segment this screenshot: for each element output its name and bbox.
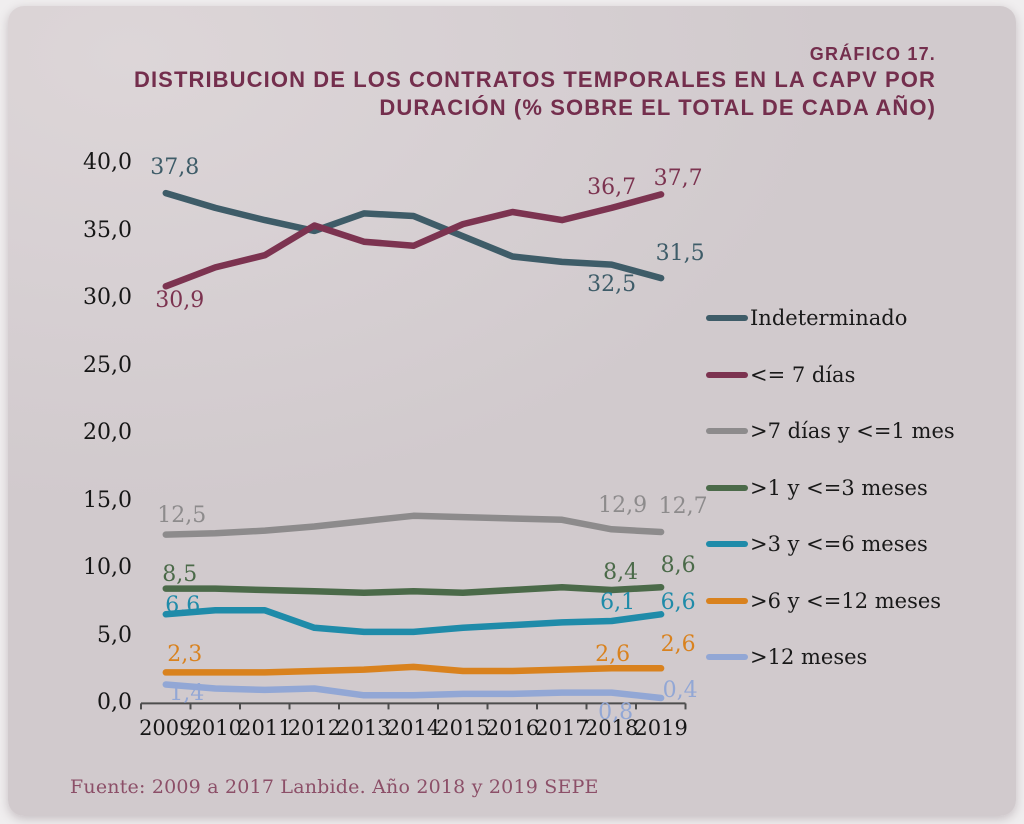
legend-item: <= 7 días: [706, 362, 856, 387]
chart-number-heading: GRÁFICO 17.: [809, 44, 936, 64]
legend-item: >12 meses: [706, 645, 868, 669]
y-axis-label: 0,0: [97, 690, 132, 716]
x-axis-label: 2011: [238, 716, 292, 740]
y-axis-label: 25,0: [83, 352, 132, 378]
y-axis-label: 30,0: [83, 285, 132, 311]
legend-line-swatch: [706, 371, 748, 378]
data-label: 8,5: [162, 561, 198, 587]
x-axis-label: 2013: [337, 716, 391, 740]
data-label: 0,8: [598, 699, 634, 725]
legend-line-swatch: [706, 654, 748, 660]
y-axis-label: 40,0: [83, 150, 132, 176]
data-label: 6,6: [165, 593, 201, 619]
data-label: 2,3: [167, 642, 203, 668]
data-label: 12,9: [598, 493, 648, 519]
legend-line-swatch: [706, 541, 748, 547]
x-axis-label: 2009: [139, 716, 193, 740]
legend-item: >6 y <=12 meses: [706, 588, 942, 613]
line-6-12meses: [162, 663, 665, 676]
data-label: 37,8: [150, 155, 200, 181]
y-axis-label: 10,0: [83, 555, 132, 581]
data-label: 6,6: [660, 590, 696, 616]
x-axis-label: 2019: [634, 716, 688, 740]
x-axis-label: 2017: [535, 716, 589, 740]
data-label: 2,6: [660, 632, 696, 658]
x-axis-label: 2012: [287, 716, 342, 740]
data-label: 8,6: [660, 553, 696, 579]
data-label: 30,9: [155, 288, 205, 314]
legend-label: >12 meses: [750, 645, 868, 669]
data-label: 36,7: [587, 174, 637, 200]
x-axis-label: 2018: [584, 716, 639, 740]
data-label: 6,1: [600, 590, 636, 615]
legend-label: >3 y <=6 meses: [750, 532, 928, 556]
x-axis-label: 2010: [188, 716, 243, 740]
source-note: Fuente: 2009 a 2017 Lanbide. Año 2018 y …: [70, 776, 599, 798]
data-label: 8,4: [603, 560, 639, 585]
legend-line-swatch: [706, 428, 748, 434]
legend-item: >1 y <=3 meses: [706, 475, 928, 500]
legend-label: >6 y <=12 meses: [750, 588, 942, 613]
legend-label: Indeterminado: [750, 306, 908, 330]
data-label: 1,4: [169, 680, 205, 706]
data-label: 37,7: [653, 166, 703, 192]
legend-item: >7 días y <=1 mes: [706, 419, 955, 443]
x-axis-label: 2014: [386, 716, 441, 740]
x-axis-label: 2015: [436, 716, 490, 740]
line-12meses: [162, 681, 665, 702]
legend-line-swatch: [706, 597, 748, 604]
legend-line-swatch: [706, 315, 748, 321]
legend-item: >3 y <=6 meses: [706, 532, 928, 556]
data-label: 0,4: [662, 678, 698, 703]
line-le7dias: [162, 191, 665, 290]
legend-label: <= 7 días: [750, 362, 856, 387]
data-label: 2,6: [595, 642, 631, 668]
page-title-line-2: DURACIÓN (% SOBRE EL TOTAL DE CADA AÑO): [379, 95, 936, 120]
page-title-line-1: DISTRIBUCION DE LOS CONTRATOS TEMPORALES…: [133, 67, 936, 92]
data-label: 12,7: [658, 494, 708, 519]
y-axis-label: 15,0: [83, 487, 132, 513]
line-7dias-1mes: [162, 512, 665, 538]
legend-item: Indeterminado: [706, 306, 908, 330]
chart-panel: [8, 6, 1016, 816]
y-axis-label: 35,0: [83, 217, 132, 243]
line-1-3meses: [162, 584, 665, 596]
data-label: 12,5: [157, 502, 207, 528]
legend-label: >1 y <=3 meses: [750, 475, 928, 500]
legend-label: >7 días y <=1 mes: [750, 419, 955, 443]
legend-line-swatch: [706, 484, 748, 491]
line-indeterminado: [162, 189, 665, 282]
title-block: GRÁFICO 17. DISTRIBUCION DE LOS CONTRATO…: [44, 42, 936, 122]
line-3-6meses: [162, 607, 665, 636]
data-label: 31,5: [655, 241, 705, 267]
data-label: 32,5: [587, 271, 637, 297]
x-axis-label: 2016: [485, 716, 540, 740]
y-axis-label: 5,0: [97, 622, 132, 648]
y-axis-label: 20,0: [83, 420, 132, 446]
